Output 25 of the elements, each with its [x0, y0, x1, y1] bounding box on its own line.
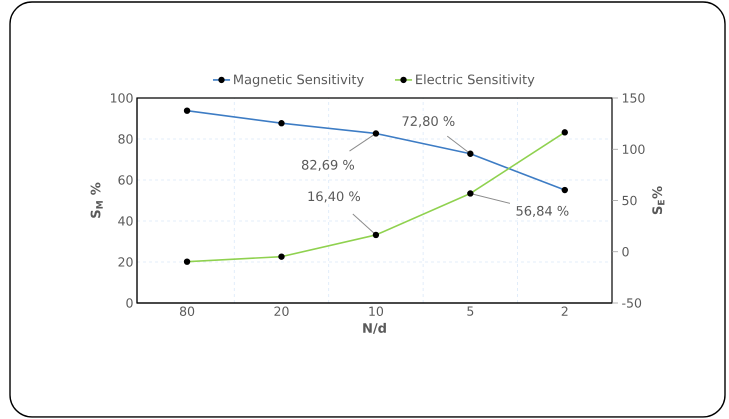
y2-tick-label: 150	[622, 93, 645, 103]
y-tick-label: 20	[118, 257, 133, 267]
legend-label: Electric Sensitivity	[416, 74, 534, 87]
data-label: 82,69 %	[302, 160, 354, 172]
y2-axis-title: S$_{E}$%	[652, 186, 664, 214]
x-tick-label: 80	[180, 306, 194, 316]
y-tick-label: 100	[110, 93, 133, 103]
data-label: 72,80 %	[402, 116, 454, 128]
y2-tick-label: 0	[622, 247, 629, 256]
y2-tick-label: -50	[622, 298, 642, 308]
data-label: 16,40 %	[308, 191, 360, 202]
x-axis-title: N/d	[363, 322, 386, 334]
legend-label: Magnetic Sensitivity	[234, 74, 364, 87]
y2-tick-label: 100	[622, 144, 645, 154]
x-tick-label: 2	[562, 306, 568, 316]
x-tick-label: 10	[369, 306, 384, 316]
y-tick-label: 80	[118, 134, 133, 144]
y-axis-title: S$_{M}$ %	[90, 182, 103, 218]
y2-tick-label: 50	[622, 196, 637, 206]
data-label: 56,84 %	[516, 206, 568, 218]
y-tick-label: 0	[126, 298, 133, 308]
y-tick-label: 40	[118, 216, 133, 226]
x-tick-label: 20	[274, 306, 289, 316]
x-tick-label: 5	[467, 306, 474, 316]
y-tick-label: 60	[118, 175, 133, 185]
